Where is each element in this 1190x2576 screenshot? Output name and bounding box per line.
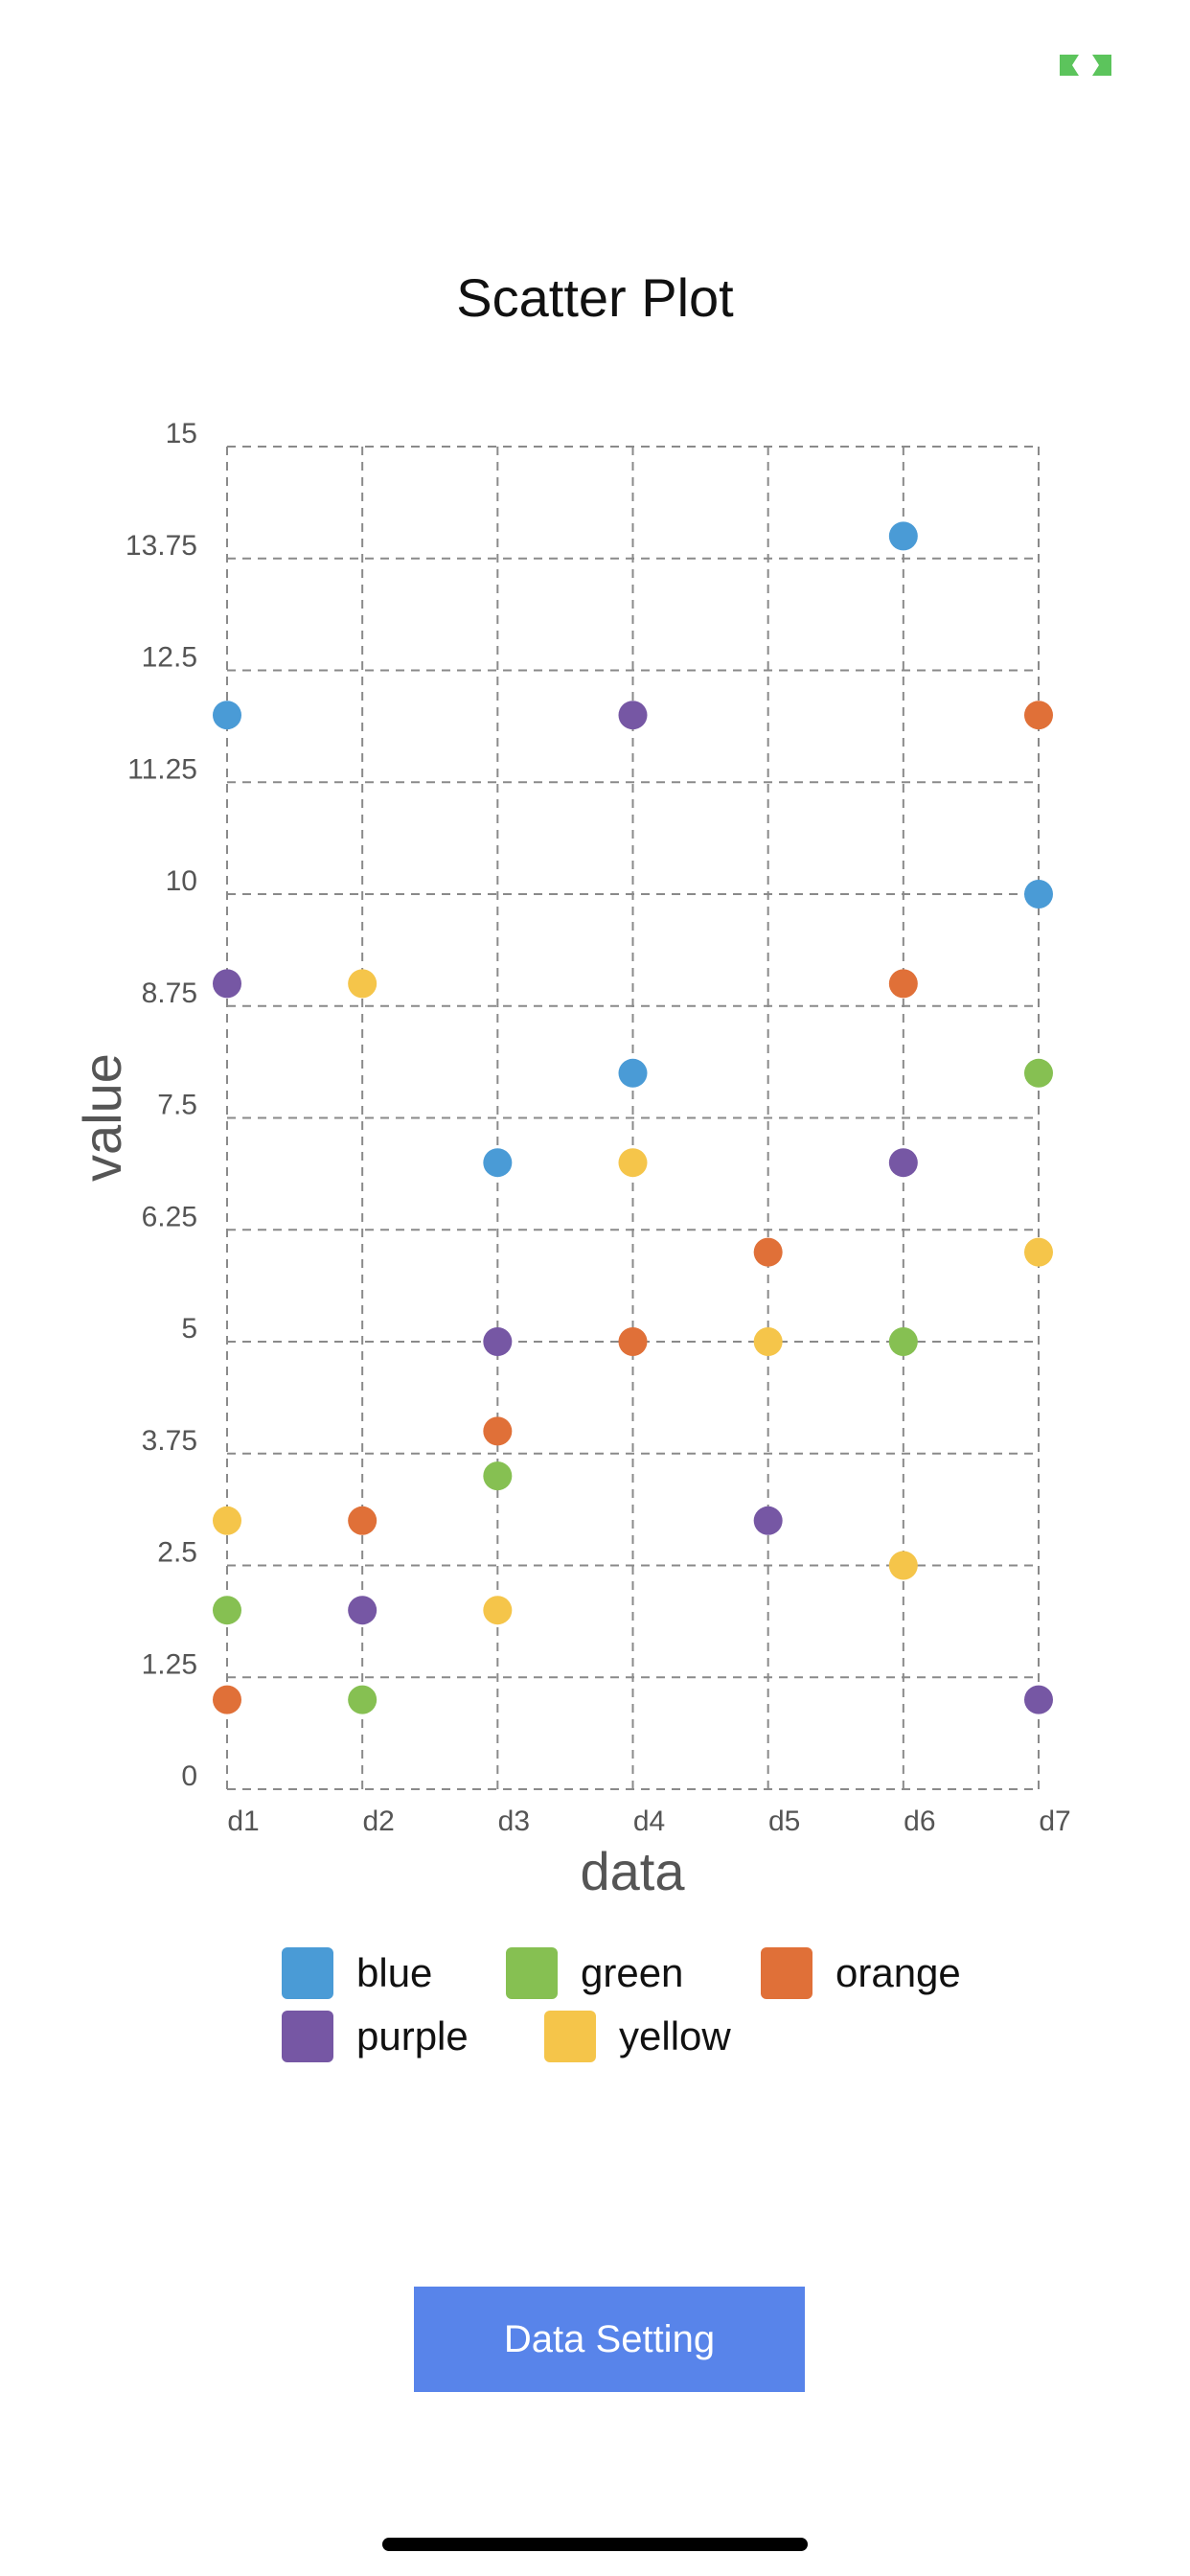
y-tick-label: 15 bbox=[166, 418, 197, 449]
data-point-purple bbox=[618, 701, 648, 730]
data-point-yellow bbox=[753, 1327, 783, 1356]
legend-label: green bbox=[581, 1950, 684, 1995]
data-point-orange bbox=[888, 969, 918, 999]
y-tick-label: 3.75 bbox=[142, 1425, 197, 1457]
exit-fullscreen-icon[interactable] bbox=[1058, 52, 1113, 79]
legend-swatch bbox=[544, 2011, 596, 2062]
x-tick-label: d7 bbox=[1039, 1806, 1070, 1837]
data-setting-button[interactable]: Data Setting bbox=[414, 2287, 805, 2392]
legend-label: purple bbox=[356, 2013, 469, 2058]
x-tick-label: d3 bbox=[498, 1806, 530, 1837]
data-point-green bbox=[213, 1596, 241, 1625]
data-point-blue bbox=[618, 1058, 648, 1088]
data-point-blue bbox=[1024, 880, 1053, 908]
data-point-yellow bbox=[483, 1596, 513, 1625]
data-point-orange bbox=[753, 1237, 783, 1267]
legend-swatch bbox=[282, 1947, 333, 1999]
home-indicator bbox=[382, 2538, 808, 2551]
data-point-orange bbox=[213, 1685, 241, 1714]
y-tick-label: 11.25 bbox=[127, 753, 197, 785]
data-point-green bbox=[888, 1327, 918, 1356]
chart-legend: blue green orange purple yellow bbox=[282, 1947, 1048, 2091]
y-tick-label: 8.75 bbox=[142, 978, 197, 1009]
data-point-yellow bbox=[888, 1551, 918, 1580]
data-point-orange bbox=[348, 1506, 378, 1535]
legend-swatch bbox=[506, 1947, 558, 1999]
legend-swatch bbox=[761, 1947, 812, 1999]
data-point-purple bbox=[888, 1148, 918, 1178]
y-axis-label: value bbox=[72, 1053, 132, 1182]
data-point-orange bbox=[1024, 701, 1053, 730]
y-tick-label: 6.25 bbox=[142, 1201, 197, 1232]
data-point-purple bbox=[348, 1596, 378, 1625]
scatter-chart: 0 1.25 2.5 3.75 5 6.25 7.5 8.75 10 11.25 12.5 13.75… bbox=[72, 418, 1071, 1901]
data-point-yellow bbox=[213, 1506, 241, 1535]
data-point-green bbox=[1024, 1058, 1053, 1088]
x-axis-label: data bbox=[581, 1841, 686, 1901]
chart-title: Scatter Plot bbox=[456, 267, 734, 328]
legend-item-yellow[interactable]: yellow bbox=[544, 2011, 731, 2062]
y-tick-label: 13.75 bbox=[126, 530, 197, 562]
x-tick-label: d1 bbox=[227, 1806, 259, 1837]
data-point-purple bbox=[213, 969, 241, 999]
legend-item-green[interactable]: green bbox=[506, 1947, 683, 1999]
legend-item-orange[interactable]: orange bbox=[761, 1947, 961, 1999]
data-point-green bbox=[483, 1461, 513, 1491]
y-tick-label: 10 bbox=[166, 865, 197, 897]
legend-label: yellow bbox=[619, 2013, 731, 2058]
x-tick-label: d6 bbox=[904, 1806, 935, 1837]
data-point-blue bbox=[888, 521, 918, 551]
legend-item-blue[interactable]: blue bbox=[282, 1947, 432, 1999]
data-point-blue bbox=[213, 701, 241, 730]
y-tick-label: 5 bbox=[181, 1313, 197, 1345]
data-point-blue bbox=[483, 1148, 513, 1178]
legend-label: orange bbox=[835, 1950, 961, 1995]
y-tick-label: 2.5 bbox=[157, 1537, 197, 1569]
data-point-orange bbox=[618, 1327, 648, 1356]
data-point-purple bbox=[483, 1327, 513, 1356]
x-tick-label: d4 bbox=[633, 1806, 665, 1837]
y-tick-label: 0 bbox=[181, 1760, 197, 1792]
data-point-yellow bbox=[1024, 1237, 1053, 1267]
legend-swatch bbox=[282, 2011, 333, 2062]
data-point-yellow bbox=[348, 969, 378, 999]
data-point-purple bbox=[1024, 1685, 1053, 1714]
y-tick-label: 12.5 bbox=[142, 642, 197, 674]
data-point-orange bbox=[483, 1416, 513, 1446]
x-tick-label: d2 bbox=[362, 1806, 394, 1837]
legend-item-purple[interactable]: purple bbox=[282, 2011, 469, 2062]
x-tick-label: d5 bbox=[768, 1806, 800, 1837]
data-point-green bbox=[348, 1685, 378, 1714]
y-tick-label: 1.25 bbox=[142, 1648, 197, 1680]
data-point-purple bbox=[753, 1506, 783, 1535]
legend-label: blue bbox=[356, 1950, 433, 1995]
y-tick-label: 7.5 bbox=[157, 1090, 197, 1121]
data-point-yellow bbox=[618, 1148, 648, 1178]
